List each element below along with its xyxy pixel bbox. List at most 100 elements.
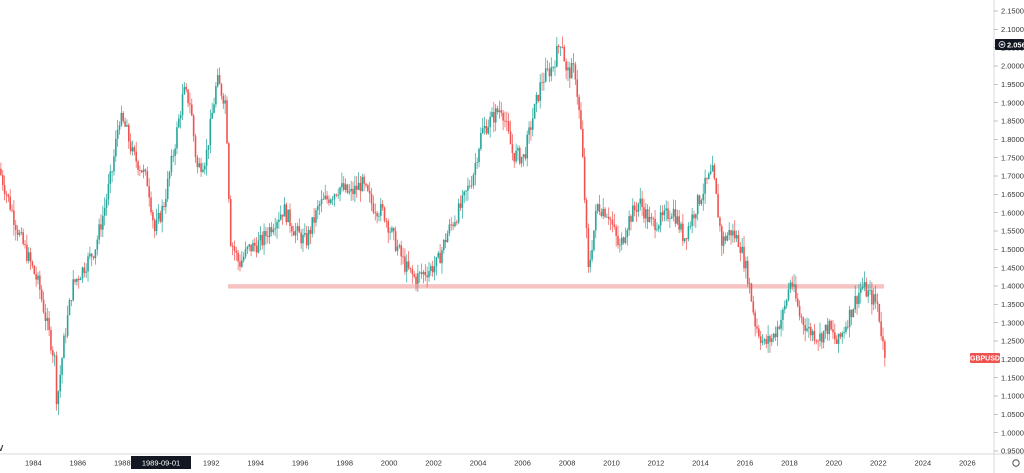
candle [446, 230, 449, 243]
candle [465, 190, 467, 202]
candle [859, 282, 862, 304]
candle [396, 239, 399, 256]
candle [368, 181, 371, 203]
candle [598, 194, 601, 216]
x-tick-label: 2016 [737, 459, 754, 468]
candle [235, 246, 238, 261]
candle [572, 53, 575, 73]
candle [646, 204, 649, 230]
candle [433, 255, 436, 281]
support-zone-rect[interactable] [227, 284, 884, 289]
candle [428, 261, 430, 282]
candle [515, 143, 517, 164]
candle [570, 58, 573, 79]
candle [161, 199, 163, 233]
candle [335, 193, 338, 198]
candle [861, 277, 864, 291]
candle [196, 154, 199, 174]
symbol-tag: GBPUSD [970, 353, 1000, 363]
candle [746, 256, 749, 288]
candle [383, 206, 386, 223]
candle [322, 192, 325, 200]
candle [376, 210, 378, 224]
settings-gear-icon[interactable] [1012, 459, 1020, 467]
candle [457, 198, 460, 225]
y-tick-label: 1.8500 [1001, 117, 1024, 126]
candle [150, 191, 152, 216]
candle [476, 157, 478, 169]
candle [372, 195, 375, 215]
candle [489, 111, 491, 138]
candle [68, 298, 71, 316]
candle [802, 316, 805, 335]
candle [483, 116, 486, 135]
candle [450, 217, 453, 231]
price-axis[interactable]: 2.15002.10002.05002.00001.95001.90001.85… [994, 7, 1024, 456]
candle [711, 155, 714, 172]
candle [172, 149, 175, 163]
candle [7, 193, 10, 203]
candle [187, 88, 189, 108]
candle [539, 74, 541, 109]
candle [795, 275, 797, 302]
candle [745, 256, 747, 279]
candle [315, 207, 317, 227]
candle [602, 198, 604, 220]
candle [0, 162, 2, 177]
candle [50, 326, 52, 355]
candle [463, 190, 466, 204]
candle [809, 322, 812, 342]
candle [817, 339, 819, 351]
plus-icon[interactable] [998, 41, 1006, 48]
candle [48, 310, 50, 337]
candle [481, 117, 484, 135]
candle [696, 193, 699, 221]
candle [622, 236, 625, 245]
candle [261, 231, 264, 250]
candle [832, 320, 834, 339]
candle [826, 317, 829, 341]
candle [526, 130, 529, 167]
candle [619, 238, 621, 253]
candle [59, 365, 62, 398]
support-zone-layer [227, 284, 884, 289]
candle [785, 298, 788, 309]
candle [704, 169, 706, 204]
y-tick-label: 1.4500 [1001, 263, 1024, 272]
candle [222, 93, 225, 110]
candle [633, 201, 636, 217]
candles-layer [0, 36, 886, 416]
candle [411, 265, 414, 284]
candle [389, 227, 391, 240]
candle [85, 263, 87, 278]
candle [233, 240, 236, 261]
candle [116, 119, 119, 147]
candle [13, 200, 15, 236]
candle [263, 223, 265, 255]
candle [211, 102, 213, 119]
candle [533, 103, 536, 119]
candle [165, 188, 167, 214]
candle [507, 112, 510, 135]
y-tick-label: 1.1500 [1001, 373, 1024, 382]
candle [863, 271, 866, 292]
candle [709, 164, 712, 176]
candle [14, 220, 17, 241]
candle [698, 194, 701, 207]
candle [370, 187, 373, 212]
candle [378, 212, 380, 222]
tradingview-logo-icon: V [0, 444, 4, 453]
y-tick-label: 1.8000 [1001, 135, 1024, 144]
candle [129, 133, 132, 155]
candle [641, 190, 643, 216]
candle [192, 113, 195, 142]
candle [304, 223, 306, 238]
candle [405, 254, 408, 283]
candle [496, 105, 499, 115]
candle [266, 227, 269, 244]
candle [685, 237, 688, 250]
candle [257, 231, 260, 254]
candle [661, 205, 664, 222]
time-axis[interactable]: 1984 1986 1988 1992 1994 1996 1998 2000 2002 2004… [25, 459, 976, 468]
